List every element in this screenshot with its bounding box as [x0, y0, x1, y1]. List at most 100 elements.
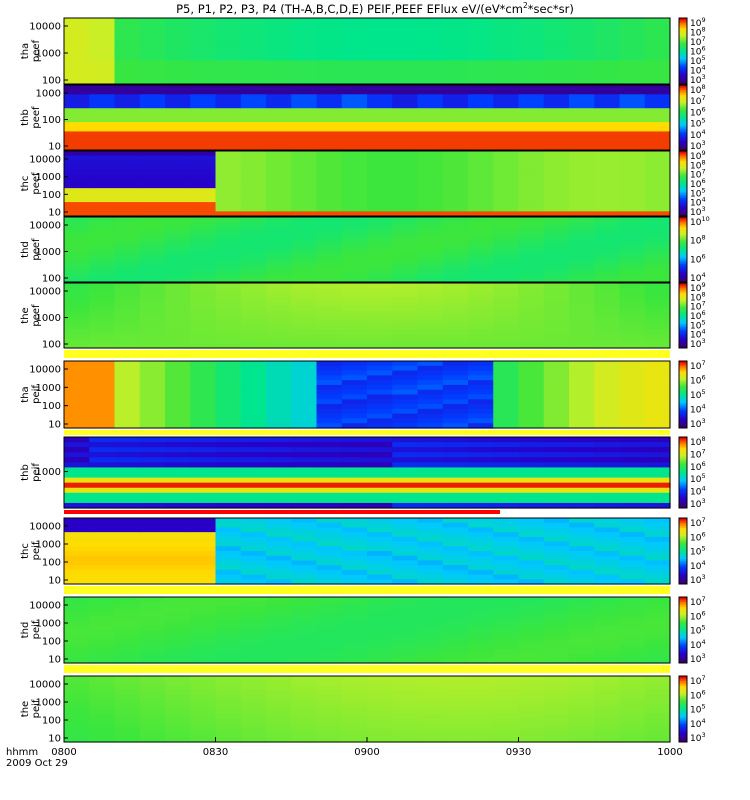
heatmap-cell [442, 690, 469, 696]
heatmap-cell [165, 206, 191, 212]
heatmap-cell [518, 437, 545, 443]
heatmap-cell [215, 737, 242, 743]
heatmap-cell [240, 532, 267, 538]
heatmap-cell [468, 145, 494, 151]
panel-ylabel-probe: thb [20, 109, 31, 126]
heatmap-cell [468, 361, 494, 367]
heatmap-cell [543, 685, 570, 691]
heatmap-cell [215, 296, 242, 303]
heatmap-cell [518, 361, 545, 367]
heatmap-cell [392, 462, 419, 469]
heatmap-cell [569, 263, 595, 269]
colorbar-segment [679, 86, 687, 89]
heatmap-cell [291, 620, 318, 626]
heatmap-cell [619, 404, 646, 410]
heatmap-cell [139, 324, 166, 331]
heatmap-cell [619, 413, 646, 420]
heatmap-cell [139, 477, 166, 484]
heatmap-cell [493, 338, 520, 344]
heatmap-cell [543, 527, 570, 533]
colorbar-label: 103 [690, 417, 706, 430]
heatmap-cell [266, 301, 292, 307]
colorbar-segment [679, 155, 687, 158]
heatmap-cell [139, 737, 166, 743]
heatmap-cell [619, 60, 646, 66]
heatmap-cell [341, 472, 368, 479]
heatmap-cell [266, 418, 292, 424]
heatmap-cell [165, 648, 191, 655]
heatmap-cell [316, 723, 343, 729]
heatmap-cell [215, 522, 242, 529]
heatmap-cell [291, 169, 318, 175]
heatmap-cell [114, 98, 141, 105]
heatmap-cell [114, 676, 141, 682]
heatmap-cell [569, 477, 595, 484]
heatmap-cell [291, 569, 318, 576]
heatmap-cell [644, 51, 671, 57]
heatmap-cell [543, 338, 570, 344]
heatmap-cell [215, 32, 242, 38]
heatmap-cell [114, 709, 141, 715]
heatmap-cell [240, 462, 267, 469]
heatmap-cell [64, 718, 90, 724]
heatmap-cell [114, 437, 141, 443]
heatmap-cell [417, 639, 444, 645]
colorbar-segment [679, 55, 687, 59]
heatmap-cell [64, 183, 90, 189]
heatmap-cell [644, 254, 671, 260]
heatmap-cell [543, 732, 570, 738]
heatmap-cell [291, 197, 318, 203]
colorbar-segment [679, 456, 687, 459]
heatmap-cell [543, 532, 570, 538]
heatmap-cell [266, 306, 292, 312]
heatmap-cell [240, 122, 267, 128]
colorbar-segment [679, 146, 687, 149]
colorbar-segment [679, 138, 687, 141]
heatmap-cell [392, 292, 419, 298]
heatmap-cell [468, 532, 494, 538]
heatmap-cell [190, 244, 217, 251]
heatmap-cell [215, 569, 242, 576]
heatmap-cell [341, 694, 368, 701]
heatmap-cell [442, 334, 469, 340]
heatmap-cell [493, 131, 520, 137]
heatmap-cell [64, 292, 90, 298]
heatmap-cell [493, 206, 520, 212]
heatmap-cell [64, 94, 90, 100]
colorbar-segment [679, 634, 687, 638]
heatmap-cell [266, 46, 292, 52]
colorbar-segment [679, 579, 687, 582]
heatmap-cell [392, 315, 419, 321]
heatmap-cell [594, 579, 621, 585]
heatmap-cell [569, 723, 595, 729]
heatmap-cell [64, 690, 90, 696]
heatmap-cell [518, 55, 545, 62]
heatmap-cell [417, 169, 444, 175]
heatmap-cell [316, 89, 343, 95]
heatmap-cell [569, 112, 595, 119]
heatmap-cell [114, 536, 141, 543]
heatmap-cell [468, 65, 494, 71]
heatmap-cell [569, 89, 595, 95]
heatmap-cell [468, 375, 494, 381]
heatmap-cell [316, 597, 343, 603]
heatmap-cell [89, 404, 116, 410]
heatmap-cell [594, 151, 621, 157]
heatmap-cell [266, 447, 292, 453]
heatmap-cell [291, 560, 318, 566]
heatmap-cell [367, 394, 393, 400]
colorbar-segment [679, 700, 687, 703]
heatmap-cell [417, 560, 444, 566]
colorbar-segment [679, 190, 687, 193]
colorbar-segment [679, 606, 687, 610]
heatmap-cell [64, 85, 90, 91]
heatmap-cell [493, 630, 520, 636]
heatmap-cell [468, 85, 494, 91]
heatmap-cell [114, 718, 141, 724]
heatmap-cell [619, 472, 646, 479]
heatmap-cell [543, 694, 570, 701]
heatmap-cell [442, 639, 469, 645]
heatmap-cell [215, 18, 242, 24]
